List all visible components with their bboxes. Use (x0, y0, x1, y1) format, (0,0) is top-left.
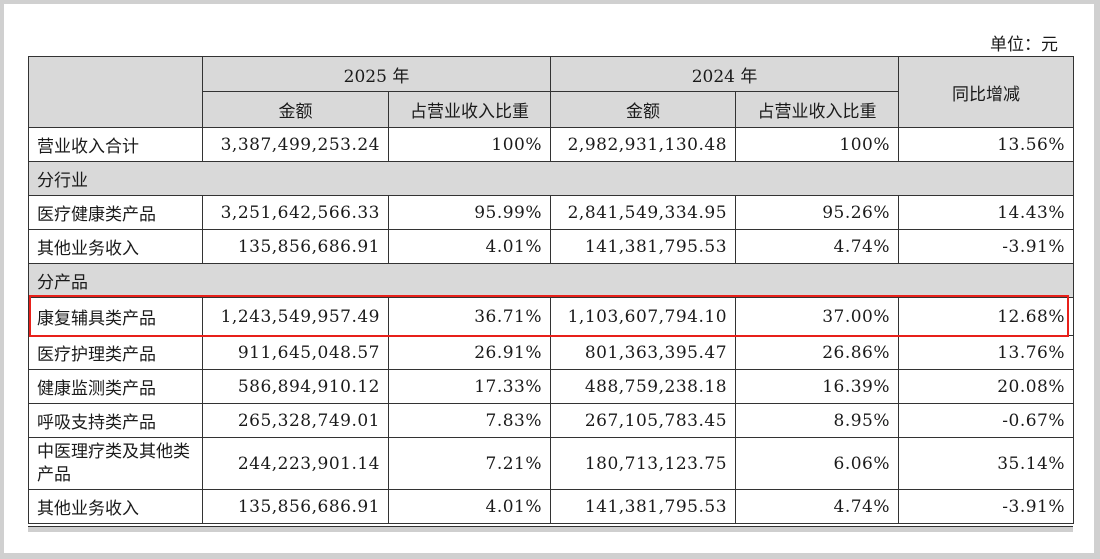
amount-2024: 141,381,795.53 (550, 489, 737, 524)
table-body: 营业收入合计 3,387,499,253.24 100% 2,982,931,130.… (27, 127, 1075, 524)
yoy-change: 35.14% (898, 437, 1075, 490)
header-year-2025: 2025 年 (201, 56, 552, 92)
share-2025: 95.99% (387, 195, 552, 230)
row-label: 康复辅具类产品 (28, 297, 203, 336)
header-year-2024: 2024 年 (550, 56, 900, 92)
amount-2025: 586,894,910.12 (202, 369, 389, 404)
header-amount-2025: 金额 (202, 91, 389, 128)
amount-2024: 267,105,783.45 (550, 403, 737, 438)
amount-2025: 911,645,048.57 (202, 335, 389, 370)
table-row: 其他业务收入 135,856,686.91 4.01% 141,381,795.53 4… (28, 489, 1075, 524)
yoy-change: 13.56% (898, 127, 1075, 162)
amount-2024: 1,103,607,794.10 (550, 297, 737, 336)
amount-2024: 141,381,795.53 (550, 229, 737, 264)
section-label: 分产品 (27, 263, 1075, 298)
header-yoy: 同比增减 (898, 56, 1075, 128)
table-row: 康复辅具类产品 1,243,549,957.49 36.71% 1,103,607,7… (28, 297, 1075, 336)
amount-2025: 1,243,549,957.49 (202, 297, 389, 336)
table-footer-strip (28, 526, 1073, 532)
row-label: 医疗护理类产品 (28, 335, 203, 370)
header-share-2024: 占营业收入比重 (735, 91, 900, 128)
yoy-change: -0.67% (898, 403, 1075, 438)
row-label: 其他业务收入 (28, 489, 203, 524)
share-2025: 7.83% (387, 403, 552, 438)
header-blank (28, 56, 203, 128)
revenue-table: 2025 年 2024 年 同比增减 金额 占营业收入比重 金额 占营业收入比重… (27, 56, 1075, 524)
yoy-change: 13.76% (898, 335, 1075, 370)
share-2025: 26.91% (387, 335, 552, 370)
section-label: 分行业 (27, 161, 1075, 196)
amount-2024: 801,363,395.47 (550, 335, 737, 370)
share-2024: 37.00% (735, 297, 900, 336)
table-row: 其他业务收入 135,856,686.91 4.01% 141,381,795.53 4… (28, 229, 1075, 264)
unit-label: 单位：元 (990, 35, 1058, 55)
yoy-change: 20.08% (898, 369, 1075, 404)
yoy-change: -3.91% (898, 489, 1075, 524)
row-label: 呼吸支持类产品 (28, 403, 203, 438)
table-row: 中医理疗类及其他类产品 244,223,901.14 7.21% 180,713,12… (28, 437, 1075, 490)
share-2024: 4.74% (735, 229, 900, 264)
share-2025: 36.71% (387, 297, 552, 336)
yoy-change: 14.43% (898, 195, 1075, 230)
document-page: 单位：元 2025 年 2024 年 同比增减 金额 占营业收入比重 金额 占营… (4, 4, 1094, 553)
share-2024: 100% (735, 127, 900, 162)
table-row: 呼吸支持类产品 265,328,749.01 7.83% 267,105,783.45… (28, 403, 1075, 438)
row-label: 营业收入合计 (28, 127, 203, 162)
amount-2024: 180,713,123.75 (550, 437, 737, 490)
header-share-2025: 占营业收入比重 (387, 91, 552, 128)
amount-2025: 3,251,642,566.33 (202, 195, 389, 230)
amount-2024: 488,759,238.18 (550, 369, 737, 404)
yoy-change: 12.68% (898, 297, 1075, 336)
share-2025: 17.33% (387, 369, 552, 404)
amount-2025: 135,856,686.91 (202, 489, 389, 524)
share-2024: 8.95% (735, 403, 900, 438)
share-2025: 4.01% (387, 489, 552, 524)
row-label: 医疗健康类产品 (28, 195, 203, 230)
header-amount-2024: 金额 (550, 91, 737, 128)
section-row: 分行业 (27, 161, 1075, 196)
share-2025: 7.21% (387, 437, 552, 490)
share-2024: 16.39% (735, 369, 900, 404)
share-2024: 6.06% (735, 437, 900, 490)
amount-2025: 135,856,686.91 (202, 229, 389, 264)
share-2025: 4.01% (387, 229, 552, 264)
row-label: 健康监测类产品 (28, 369, 203, 404)
table-row: 健康监测类产品 586,894,910.12 17.33% 488,759,238.1… (28, 369, 1075, 404)
table-row: 营业收入合计 3,387,499,253.24 100% 2,982,931,130.… (28, 127, 1075, 162)
amount-2025: 244,223,901.14 (202, 437, 389, 490)
amount-2025: 265,328,749.01 (202, 403, 389, 438)
row-label: 中医理疗类及其他类产品 (28, 437, 203, 490)
share-2025: 100% (387, 127, 552, 162)
amount-2024: 2,982,931,130.48 (550, 127, 737, 162)
table-row: 医疗健康类产品 3,251,642,566.33 95.99% 2,841,549,3… (28, 195, 1075, 230)
share-2024: 95.26% (735, 195, 900, 230)
row-label: 其他业务收入 (28, 229, 203, 264)
table-row: 医疗护理类产品 911,645,048.57 26.91% 801,363,395.4… (28, 335, 1075, 370)
amount-2024: 2,841,549,334.95 (550, 195, 737, 230)
amount-2025: 3,387,499,253.24 (202, 127, 389, 162)
yoy-change: -3.91% (898, 229, 1075, 264)
section-row: 分产品 (27, 263, 1075, 298)
share-2024: 4.74% (735, 489, 900, 524)
share-2024: 26.86% (735, 335, 900, 370)
